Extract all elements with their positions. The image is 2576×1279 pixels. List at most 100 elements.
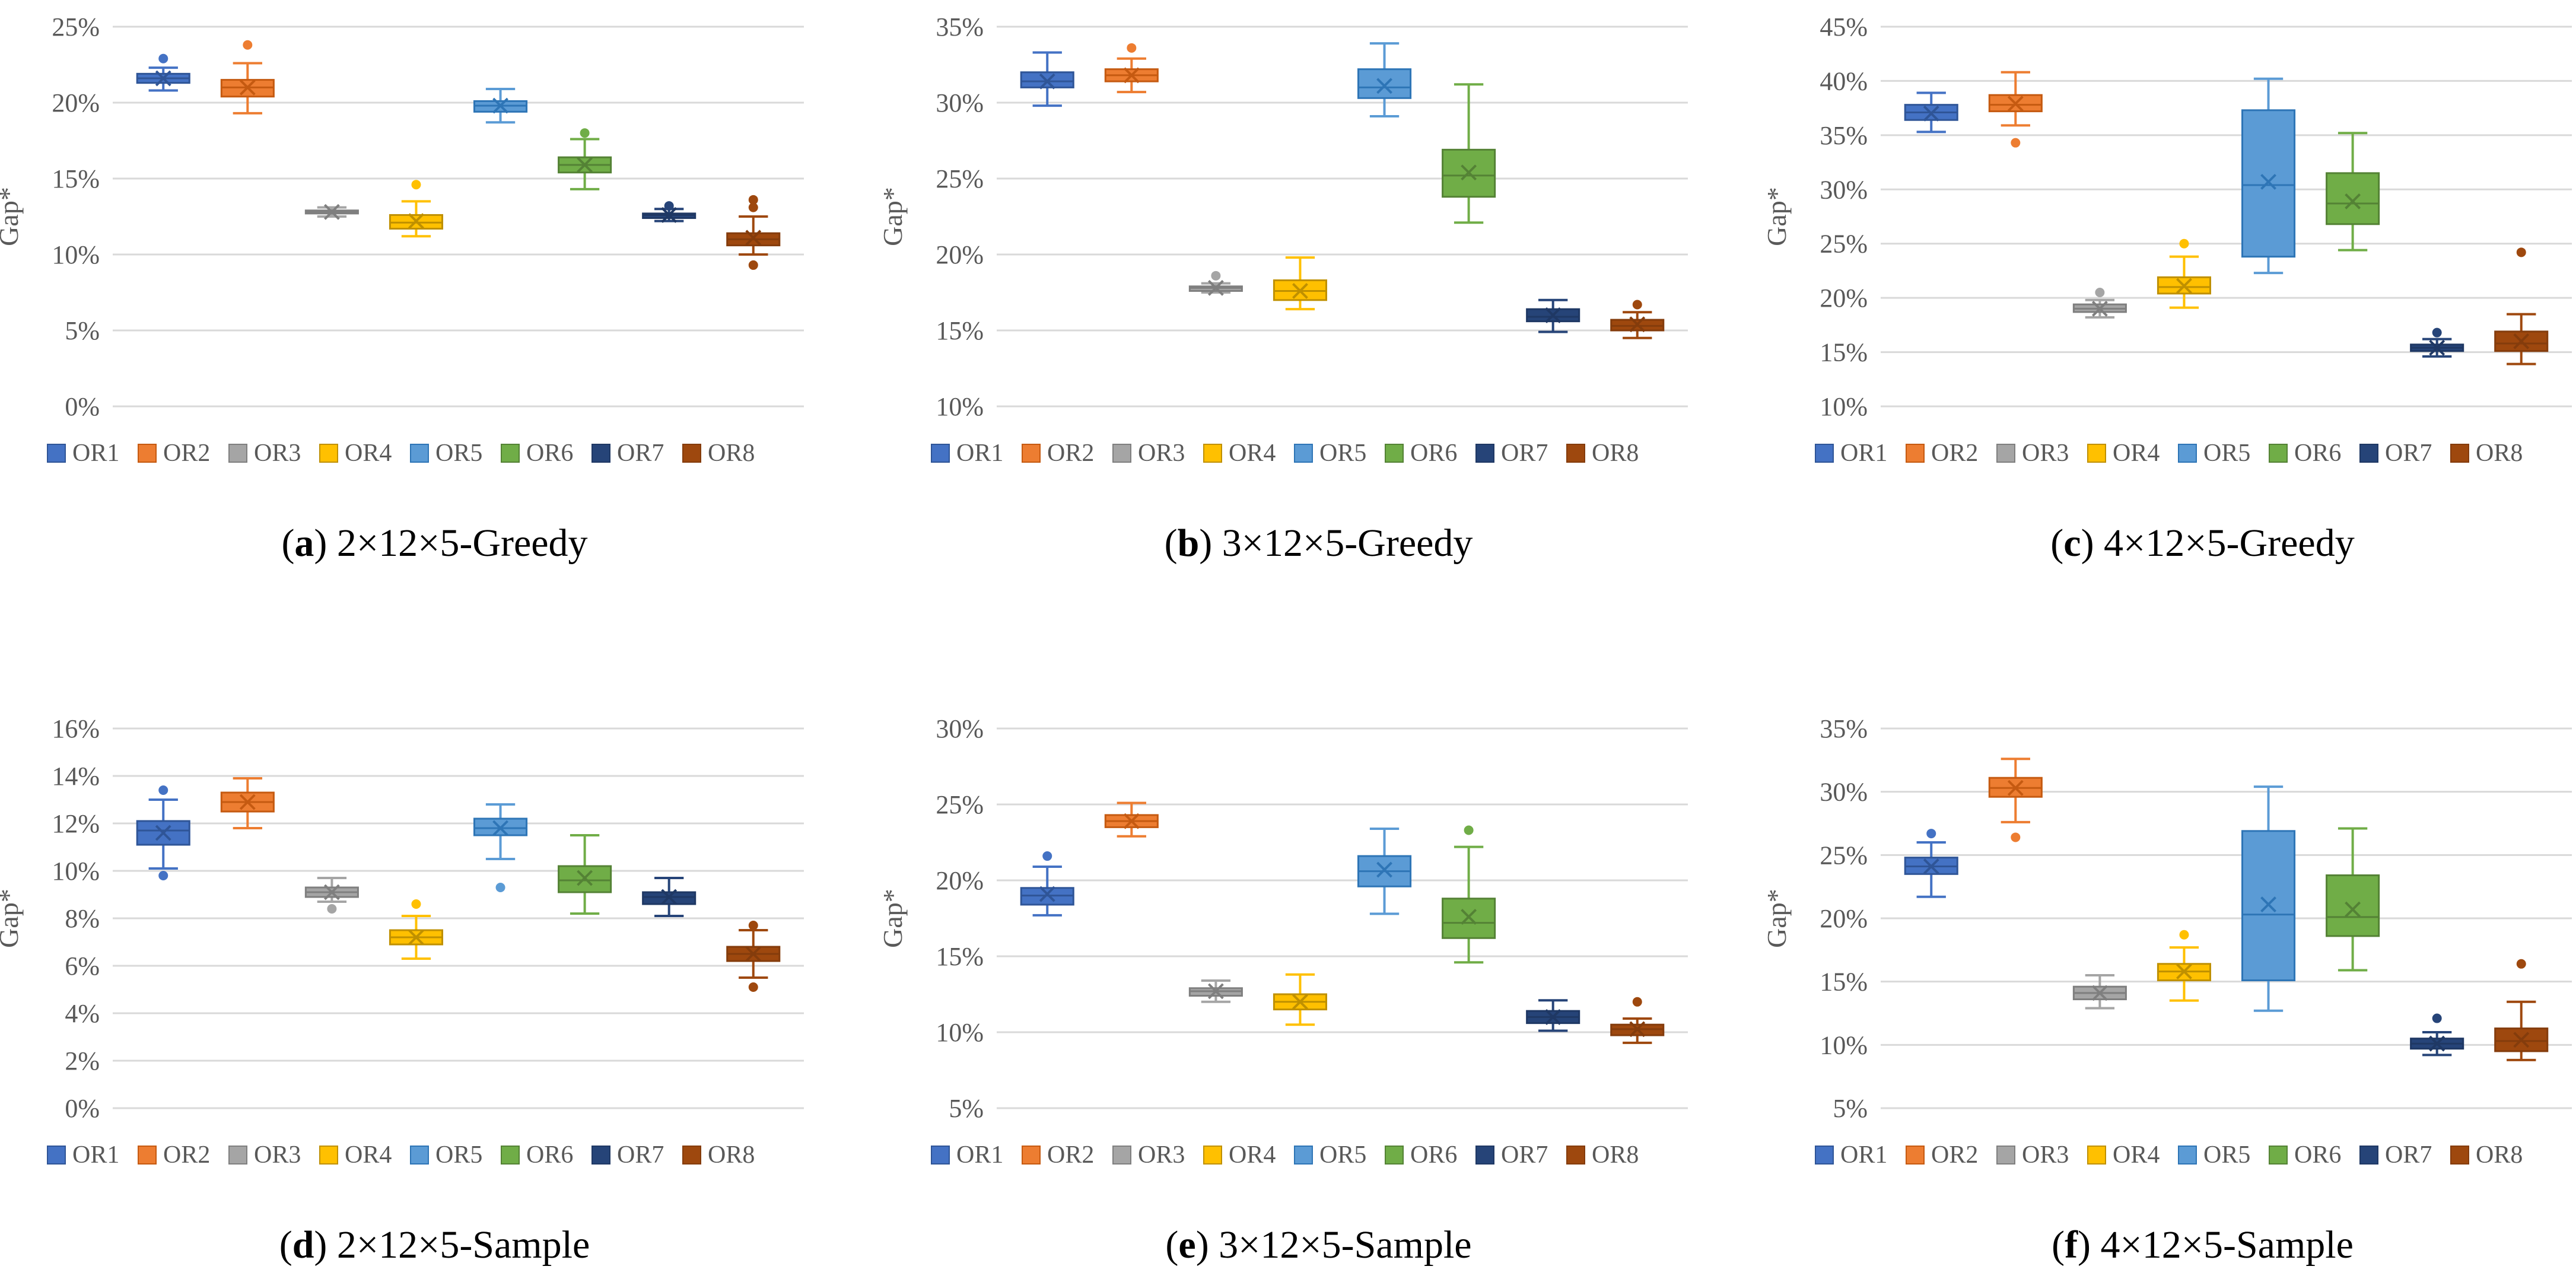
mean-marker [2345,193,2361,209]
mean-marker [2091,301,2108,317]
legend-swatch-or8 [2450,1146,2469,1165]
box-or6 [558,834,612,915]
outlier-point [411,180,421,190]
box-body [2326,874,2380,937]
mean-marker [408,929,424,946]
legend-label-or2: OR2 [1931,440,1978,467]
legend-label-or1: OR1 [72,440,119,467]
y-tick-label: 20% [936,240,984,269]
mean-marker [1207,983,1224,1000]
box-or8 [2494,959,2549,1061]
legend: OR1 OR2 OR3 OR4 OR5 OR6 OR7 OR8 [47,1141,755,1169]
legend-label-or6: OR6 [2294,1141,2341,1169]
legend-label-or6: OR6 [526,1141,573,1169]
legend-label-or3: OR3 [2022,440,2069,467]
y-tick-label: 5% [1833,1094,1868,1123]
legend-label-or1: OR1 [956,440,1003,467]
y-tick-label: 2% [65,1046,100,1076]
legend: OR1 OR2 OR3 OR4 OR5 OR6 OR7 OR8 [1815,1141,2523,1169]
outlier-point [1926,829,1936,839]
outlier-point [158,53,168,63]
legend-swatch-or7 [1475,1146,1494,1165]
outlier-point [1632,300,1642,310]
panel-caption: (c) 4×12×5-Greedy [2050,521,2354,565]
mean-marker [2429,339,2445,356]
y-axis-label: Gap* [0,187,24,246]
y-tick-label: 12% [52,809,100,838]
y-tick-label: 8% [65,904,100,933]
outlier-point [1632,997,1642,1007]
y-tick-label: 15% [1820,338,1868,367]
box-or7 [2410,1013,2464,1057]
y-tick-label: 15% [936,942,984,971]
mean-marker [2260,174,2276,190]
legend-label-or6: OR6 [526,440,573,467]
box-or8 [726,195,781,270]
legend-swatch-or8 [1566,1146,1585,1165]
legend-label-or8: OR8 [2476,1141,2523,1169]
legend-swatch-or1 [47,1146,66,1165]
legend-swatch-or6 [501,444,520,463]
box-or7 [642,201,697,223]
legend-swatch-or1 [47,444,66,463]
legend-swatch-or6 [2269,1146,2288,1165]
y-tick-label: 30% [1820,778,1868,807]
legend-label-or4: OR4 [2113,440,2160,467]
mean-marker [2176,963,2192,980]
legend: OR1 OR2 OR3 OR4 OR5 OR6 OR7 OR8 [1815,440,2523,467]
mean-marker [1545,307,1561,323]
y-axis-label: Gap* [0,889,24,948]
y-tick-label: 25% [1820,230,1868,259]
legend-swatch-or3 [228,444,247,463]
mean-marker [2176,278,2192,294]
box-or3 [304,203,359,220]
box-or3 [304,877,359,914]
legend-label-or3: OR3 [1138,440,1185,467]
legend-swatch-or8 [682,1146,701,1165]
y-tick-label: 35% [1820,714,1868,743]
legend-swatch-or1 [931,1146,950,1165]
box-or7 [1526,298,1580,333]
panel-caption: (a) 2×12×5-Greedy [281,521,587,565]
y-tick-label: 15% [936,316,984,345]
box-or3 [2072,288,2127,319]
box-or7 [642,877,697,917]
legend-swatch-or5 [2178,444,2197,463]
legend-swatch-or3 [1112,444,1131,463]
chart-panel-b: 10% 15% 20% 25% 30% 35% Gap* OR1 OR2 OR3 OR4 OR5 OR6… [877,12,1688,565]
chart-panel-f: 5%10%15%20%25%30%35%Gap*OR1 OR2 OR3 OR4 OR5 O… [1761,714,2572,1267]
mean-marker [1039,886,1055,902]
legend-swatch-or3 [1996,1146,2015,1165]
box-or4 [389,899,444,960]
outlier-point [327,904,337,914]
legend-label-or8: OR8 [1592,1141,1639,1169]
box-or1 [136,785,190,880]
outlier-point [1464,825,1474,835]
y-tick-label: 10% [52,857,100,886]
legend-swatch-or4 [319,1146,338,1165]
box-or6 [558,128,612,190]
box-or2 [1104,43,1159,94]
mean-marker [492,97,508,114]
legend-swatch-or7 [591,1146,610,1165]
y-tick-label: 25% [936,164,984,193]
box-or5 [2241,77,2296,275]
box-or6 [1442,83,1496,224]
y-tick-label: 10% [936,392,984,421]
legend-label-or2: OR2 [163,1141,210,1169]
y-axis-label: Gap* [1761,187,1792,246]
mean-marker [239,79,256,96]
y-tick-label: 25% [52,12,100,42]
y-tick-label: 30% [1820,175,1868,204]
outlier-point [1042,851,1052,861]
mean-marker [2513,1032,2530,1048]
legend-swatch-or7 [2359,444,2378,463]
legend-label-or5: OR5 [1319,440,1366,467]
legend-label-or2: OR2 [1047,440,1094,467]
legend-swatch-or4 [2087,1146,2106,1165]
mean-marker [1629,316,1646,333]
legend-label-or1: OR1 [72,1141,119,1169]
outlier-point [1211,271,1221,281]
mean-marker [2513,333,2530,349]
panel-caption: (d) 2×12×5-Sample [279,1223,590,1267]
